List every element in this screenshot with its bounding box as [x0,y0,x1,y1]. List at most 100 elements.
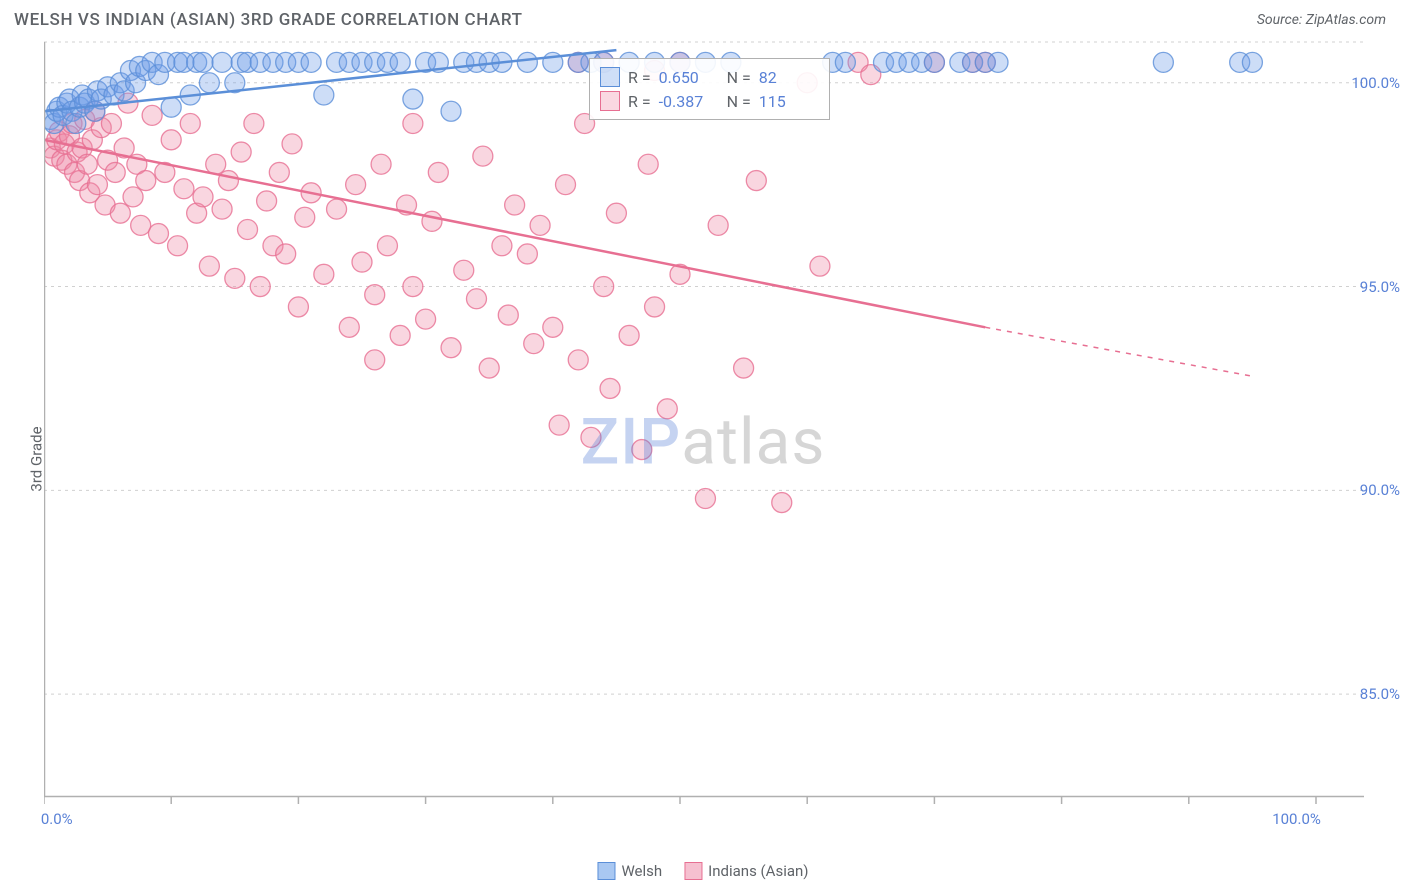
y-tick-label: 95.0% [1360,278,1400,296]
data-point [161,97,181,117]
legend-r-value: 0.650 [659,68,719,87]
data-point [148,224,168,244]
data-point [174,179,194,199]
data-point [416,309,436,329]
data-point [422,211,442,231]
legend-swatch [600,67,620,87]
data-point [142,105,162,125]
data-point [231,142,251,162]
data-point [517,52,537,72]
data-point [645,297,665,317]
data-point [136,171,156,191]
data-point [339,317,359,337]
data-point [530,215,550,235]
data-point [225,268,245,288]
data-point [193,52,213,72]
data-point [250,277,270,297]
trend-line-extension [985,327,1252,376]
x-tick-label: 0.0% [41,810,73,828]
data-point [276,244,296,264]
data-point [441,101,461,121]
data-point [479,358,499,378]
data-point [288,297,308,317]
data-point [473,146,493,166]
x-tick-label: 100.0% [1272,810,1321,828]
data-point [390,52,410,72]
data-point [632,440,652,460]
data-point [168,236,188,256]
data-point [371,154,391,174]
data-point [835,52,855,72]
data-point [295,207,315,227]
data-point [87,175,107,195]
legend-n-value: 115 [759,92,819,111]
data-point [746,171,766,191]
legend-r-label: R = [628,68,651,87]
chart-source: Source: ZipAtlas.com [1257,12,1386,28]
data-point [466,289,486,309]
data-point [441,338,461,358]
data-point [772,493,792,513]
data-point [110,203,130,223]
y-tick-label: 90.0% [1360,481,1400,499]
y-tick-label: 85.0% [1360,685,1400,703]
data-point [301,52,321,72]
data-point [193,187,213,207]
data-point [365,350,385,370]
data-point [314,264,334,284]
data-point [581,427,601,447]
data-point [606,203,626,223]
data-point [105,162,125,182]
legend-swatch [597,862,615,880]
data-point [619,325,639,345]
data-point [568,350,588,370]
series-legend: WelshIndians (Asian) [597,862,808,880]
data-point [924,52,944,72]
legend-n-label: N = [727,68,751,87]
data-point [218,171,238,191]
data-point [810,256,830,276]
data-point [365,285,385,305]
legend-row: R = 0.650 N = 82 [600,65,819,89]
data-point [206,154,226,174]
data-point [638,154,658,174]
data-point [314,85,334,105]
data-point [505,195,525,215]
data-point [161,130,181,150]
data-point [543,317,563,337]
data-point [657,399,677,419]
data-point [101,114,121,134]
data-point [600,378,620,398]
legend-n-value: 82 [759,68,819,87]
legend-swatch [600,91,620,111]
data-point [212,52,232,72]
data-point [524,334,544,354]
data-point [695,488,715,508]
data-point [708,215,728,235]
data-point [180,114,200,134]
legend-item: Welsh [597,862,662,880]
data-point [346,175,366,195]
chart-title: WELSH VS INDIAN (ASIAN) 3RD GRADE CORREL… [14,10,523,30]
data-point [454,260,474,280]
legend-n-label: N = [727,92,751,111]
data-point [257,191,277,211]
data-point [123,187,143,207]
data-point [131,215,151,235]
data-point [594,277,614,297]
data-point [734,358,754,378]
legend-r-label: R = [628,92,651,111]
data-point [77,154,97,174]
data-point [556,175,576,195]
data-point [282,134,302,154]
data-point [988,52,1008,72]
correlation-legend: R =0.650N =82R =-0.387N =115 [589,58,830,120]
legend-row: R =-0.387N =115 [600,89,819,113]
trend-line [44,140,985,327]
data-point [1153,52,1173,72]
data-point [390,325,410,345]
y-axis-label: 3rd Grade [28,426,46,491]
chart-area: 3rd Grade 85.0%90.0%95.0%100.0% 0.0%100.… [0,36,1406,882]
data-point [498,305,518,325]
data-point [403,89,423,109]
